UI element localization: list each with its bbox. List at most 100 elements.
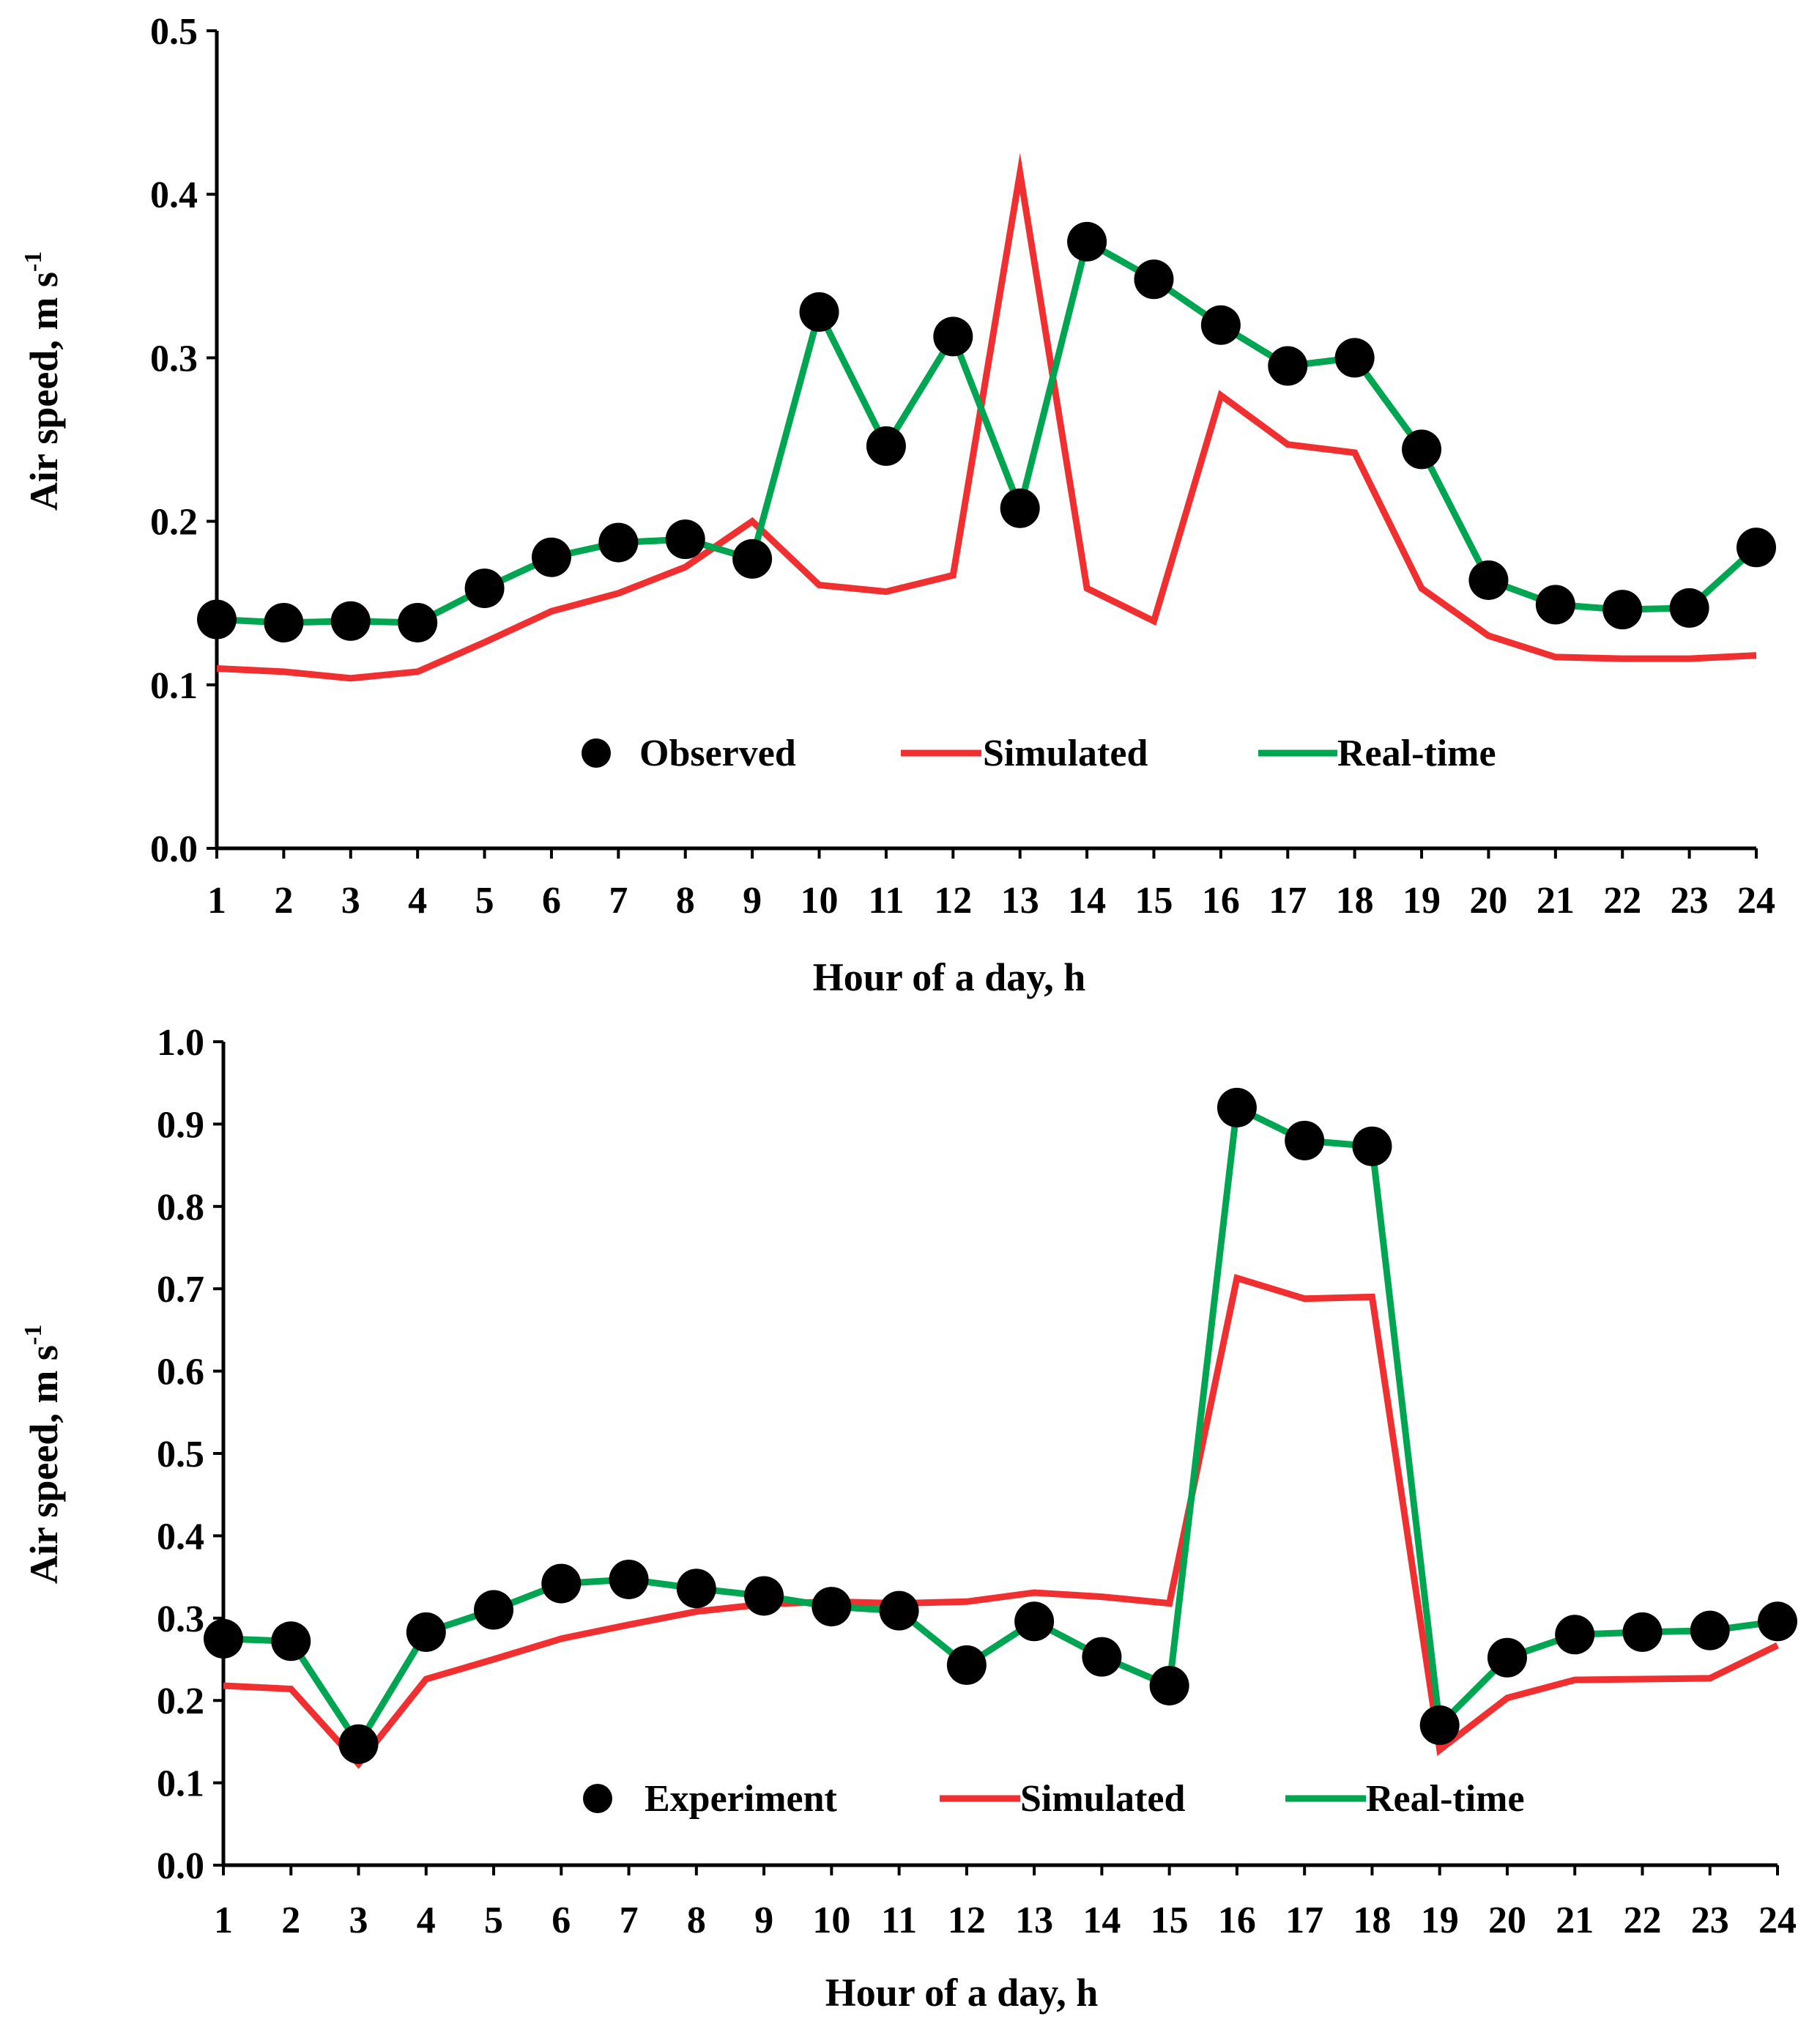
top-legend-label-observed: Observed xyxy=(639,733,796,774)
top-observed-point xyxy=(799,292,839,332)
top-x-tick-label: 10 xyxy=(801,880,839,922)
top-y-tick-label: 0.0 xyxy=(150,829,198,870)
bottom-x-axis-title: Hour of a day, h xyxy=(825,1971,1099,2015)
top-observed-point xyxy=(1402,429,1442,470)
top-observed-point xyxy=(665,519,705,560)
bottom-legend-marker-experiment xyxy=(583,1784,612,1813)
bottom-x-tick-label: 9 xyxy=(754,1900,773,1941)
top-observed-point xyxy=(398,602,438,642)
bottom-y-tick-label: 0.1 xyxy=(157,1763,204,1805)
bottom-experiment-point xyxy=(1149,1665,1189,1705)
bottom-y-tick-label: 0.9 xyxy=(157,1104,204,1146)
bottom-experiment-point xyxy=(1419,1705,1460,1745)
top-x-tick-label: 22 xyxy=(1603,880,1641,922)
top-legend-label-simulated: Simulated xyxy=(983,733,1148,774)
top-chart: 0.00.10.20.30.40.5 1 2 3 4 5 6 7 8 9 10 11 12 13 14 15… xyxy=(20,11,1776,999)
bottom-x-tick-label: 5 xyxy=(484,1900,503,1941)
bottom-y-tick-label: 1.0 xyxy=(157,1022,204,1064)
top-x-tick-label: 9 xyxy=(743,880,762,922)
bottom-x-tick-label: 6 xyxy=(551,1900,571,1941)
top-observed-point xyxy=(1535,585,1575,625)
top-y-axis-title-main: Air speed, m s xyxy=(22,272,66,511)
bottom-experiment-point xyxy=(1690,1610,1730,1651)
bottom-x-tick-label: 12 xyxy=(948,1900,986,1941)
bottom-y-tick-label: 0.5 xyxy=(157,1434,204,1475)
bottom-legend-label-simulated: Simulated xyxy=(1020,1778,1185,1820)
top-observed-point xyxy=(1000,488,1040,528)
top-legend: Observed Simulated Real-time xyxy=(582,733,1496,774)
top-x-tick-label: 19 xyxy=(1403,880,1441,922)
top-x-tick-label: 2 xyxy=(274,880,293,922)
top-x-tick-label: 17 xyxy=(1269,880,1307,922)
bottom-experiment-point xyxy=(744,1576,784,1616)
bottom-series-simulated-line xyxy=(223,1273,1779,1769)
top-x-tick-label: 6 xyxy=(542,880,561,922)
top-legend-marker-observed xyxy=(582,738,611,768)
bottom-x-tick-label: 17 xyxy=(1285,1900,1323,1941)
top-y-tick-label: 0.4 xyxy=(150,174,198,216)
bottom-y-tick-label: 0.8 xyxy=(157,1187,204,1229)
bottom-experiment-point xyxy=(1285,1120,1325,1160)
top-observed-point xyxy=(1602,590,1643,630)
top-x-tick-label: 7 xyxy=(609,880,628,922)
bottom-experiment-point xyxy=(676,1568,716,1609)
bottom-legend: Experiment Simulated Real-time xyxy=(583,1778,1525,1820)
top-observed-point xyxy=(1200,305,1241,345)
top-y-tick-label: 0.5 xyxy=(150,11,198,53)
top-x-tick-label: 13 xyxy=(1001,880,1039,922)
bottom-y-axis-title-superscript: -1 xyxy=(20,1325,47,1345)
bottom-x-tick-label: 21 xyxy=(1556,1900,1594,1941)
bottom-x-tick-label: 1 xyxy=(214,1900,233,1941)
bottom-experiment-point xyxy=(474,1590,514,1630)
bottom-experiment-point xyxy=(271,1621,311,1662)
bottom-x-tick-label: 18 xyxy=(1353,1900,1391,1941)
top-y-axis-title: Air speed, m s-1 xyxy=(20,251,66,511)
top-x-tick-label: 1 xyxy=(207,880,226,922)
top-observed-point xyxy=(1067,221,1107,262)
bottom-x-tick-label: 15 xyxy=(1151,1900,1189,1941)
top-observed-point xyxy=(464,568,505,609)
bottom-y-tick-label: 0.3 xyxy=(157,1599,204,1640)
bottom-x-tick-label: 2 xyxy=(281,1900,300,1941)
bottom-experiment-point xyxy=(541,1563,582,1604)
bottom-y-tick-label: 0.2 xyxy=(157,1681,204,1722)
top-x-tick-label: 12 xyxy=(934,880,972,922)
bottom-x-tick-label: 13 xyxy=(1015,1900,1053,1941)
top-observed-point xyxy=(866,426,906,466)
bottom-experiment-point xyxy=(338,1724,379,1764)
top-x-tick-label: 4 xyxy=(408,880,427,922)
bottom-x-tick-label: 22 xyxy=(1623,1900,1661,1941)
top-observed-point xyxy=(933,316,973,357)
top-y-ticks: 0.0 0.1 0.2 0.3 0.4 0.5 xyxy=(150,11,217,870)
top-x-tick-label: 21 xyxy=(1537,880,1575,922)
top-x-tick-label: 3 xyxy=(341,880,360,922)
bottom-experiment-point xyxy=(406,1612,446,1652)
top-observed-point xyxy=(1737,527,1776,568)
bottom-y-tick-label: 0.0 xyxy=(157,1845,204,1887)
bottom-x-tick-label: 19 xyxy=(1421,1900,1459,1941)
bottom-y-ticks: 0.0 0.1 0.2 0.3 0.4 0.5 0.6 0.7 0.8 0.9 1.0 xyxy=(157,1022,223,1887)
bottom-experiment-point xyxy=(946,1645,987,1685)
bottom-x-tick-label: 7 xyxy=(620,1900,639,1941)
bottom-y-axis-title-main: Air speed, m s xyxy=(22,1345,66,1584)
bottom-x-tick-label: 14 xyxy=(1082,1900,1121,1941)
top-observed-point xyxy=(1268,346,1308,386)
top-series-simulated-line xyxy=(216,152,1757,682)
top-x-tick-label: 14 xyxy=(1068,880,1106,922)
top-y-tick-label: 0.1 xyxy=(150,665,198,707)
bottom-x-tick-label: 16 xyxy=(1218,1900,1256,1941)
top-observed-point xyxy=(1669,588,1709,628)
bottom-x-ticks: 1 2 3 4 5 6 7 8 9 10 11 12 13 14 15 16 17 18 19 20 21 22 23 24 xyxy=(214,1865,1797,1941)
bottom-x-tick-label: 10 xyxy=(812,1900,850,1941)
top-observed-point xyxy=(1334,338,1375,378)
top-x-tick-label: 16 xyxy=(1202,880,1240,922)
bottom-x-tick-label: 4 xyxy=(417,1900,436,1941)
top-x-tick-label: 11 xyxy=(868,880,904,922)
bottom-legend-label-realtime: Real-time xyxy=(1366,1778,1525,1820)
bottom-experiment-point xyxy=(609,1559,649,1599)
top-x-tick-label: 8 xyxy=(676,880,695,922)
bottom-experiment-point xyxy=(1758,1601,1797,1642)
top-x-tick-label: 5 xyxy=(475,880,494,922)
bottom-x-tick-label: 24 xyxy=(1758,1900,1797,1941)
